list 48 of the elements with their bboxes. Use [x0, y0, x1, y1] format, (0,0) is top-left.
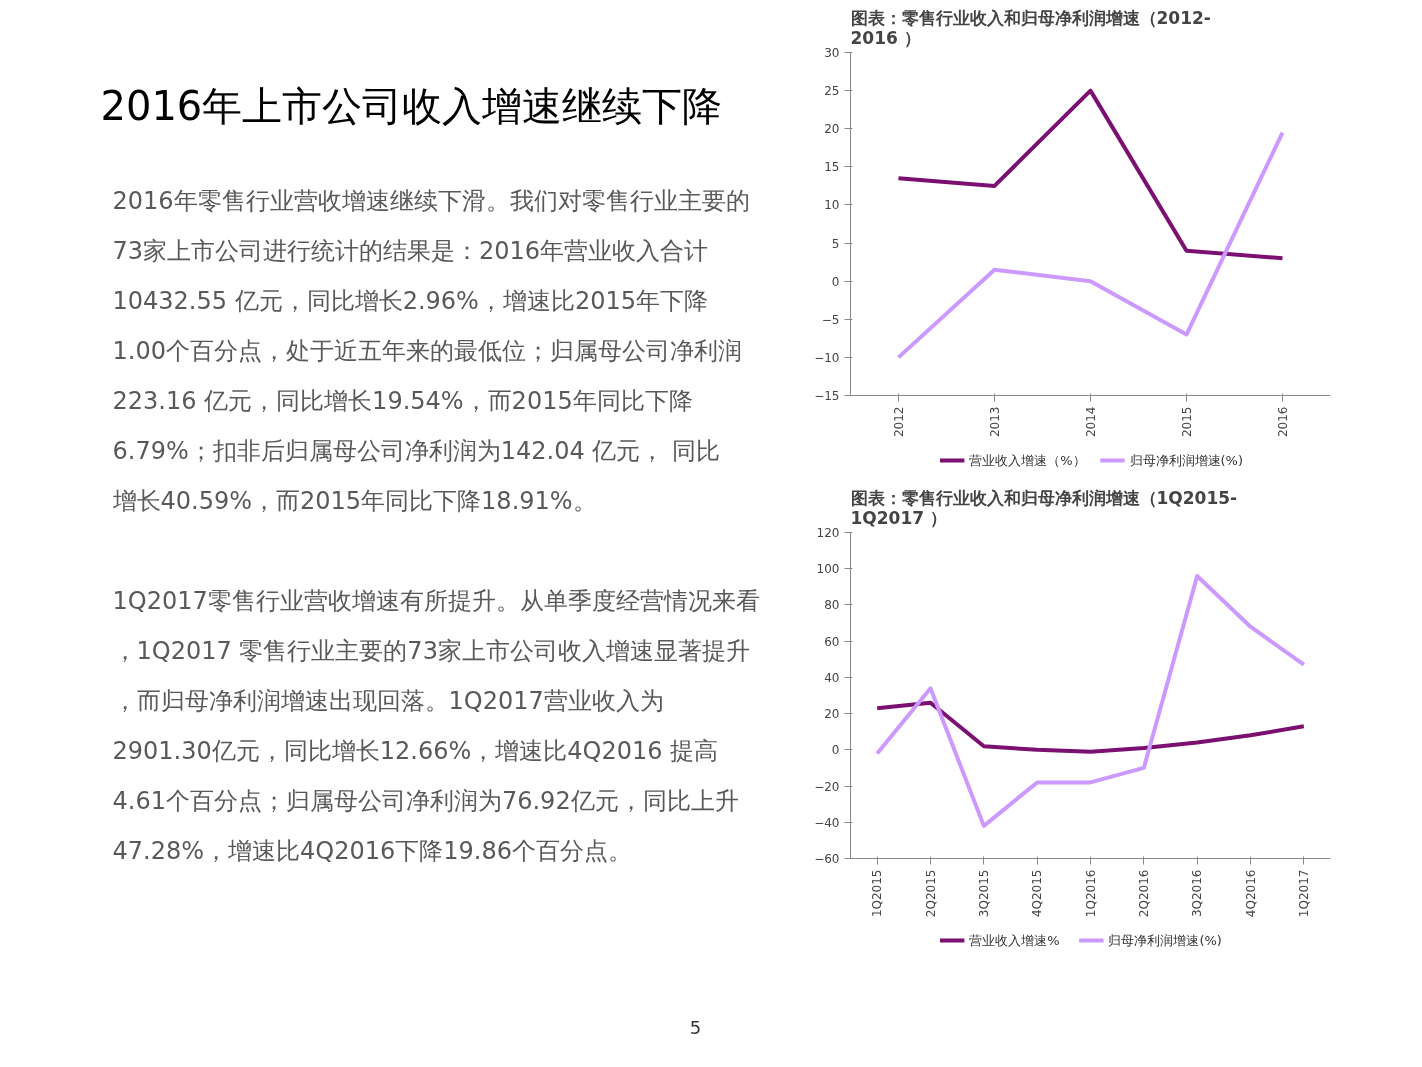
y-tick-label: 40: [824, 670, 840, 685]
y-tick-label: 60: [824, 634, 840, 649]
legend-label: 归母净利润增速(%): [1129, 453, 1244, 468]
x-tick-label: 3Q2016: [1190, 869, 1205, 918]
y-tick-label: −60: [814, 852, 840, 866]
line-series: [875, 700, 1306, 754]
y-tick-label: −40: [814, 815, 840, 830]
x-tick-label: 2Q2016: [1136, 869, 1151, 918]
y-tick-label: −5: [821, 312, 840, 327]
x-tick-label: 4Q2015: [1030, 869, 1045, 918]
x-tick-label: 1Q2016: [1083, 869, 1098, 918]
y-tick-label: −20: [814, 779, 840, 794]
chart-title: 图表：零售行业收入和归母净利润增速（2012-2016 ）: [850, 7, 1211, 48]
x-tick-label: 2015: [1180, 406, 1194, 438]
y-tick-label: 20: [824, 122, 840, 137]
y-tick-label: 0: [831, 743, 840, 758]
legend-label: 营业收入增速（%）: [969, 453, 1086, 468]
y-tick-label: 80: [824, 598, 840, 613]
legend-label: 归母净利润增速(%): [1108, 933, 1222, 948]
text: 2016年上市公司收入增速继续下降: [100, 82, 723, 129]
y-tick-label: 120: [816, 526, 840, 540]
y-tick-label: 0: [831, 274, 840, 289]
x-tick-label: 2014: [1084, 406, 1098, 438]
x-tick-label: 1Q2017: [1296, 869, 1311, 918]
x-tick-label: 3Q2015: [976, 869, 991, 918]
y-tick-label: 100: [816, 562, 840, 577]
y-tick-label: −15: [814, 389, 840, 403]
line-series: [896, 88, 1285, 261]
y-tick-label: 25: [824, 84, 840, 99]
x-tick-label: 4Q2016: [1243, 869, 1258, 918]
y-tick-label: 10: [824, 198, 840, 213]
y-tick-label: 5: [831, 236, 840, 251]
legend-label: 营业收入增速%: [969, 933, 1060, 948]
x-tick-label: 2Q2015: [923, 869, 938, 918]
text: 2016年零售行业营收增速继续下滑。我们对零售行业主要的73家上市公司进行统计的结果是：2016年营业收入合计10432.55 亿元，同比增长2.96%，增速比2015年下降1.00个百分点，处于近五年来的最低位；归属母公司净利润223.16 亿元，同比增长19.54%，而2015年同比下降6.79%；扣非后归属母公司净利润为142.04 亿元， 同比增长40.59%，而2015年同比下降18.91%。: [111, 186, 750, 515]
x-tick-label: 1Q2015: [870, 869, 885, 918]
y-tick-label: 30: [824, 46, 840, 60]
chart-title: 图表：零售行业收入和归母净利润增速（1Q2015-1Q2017 ）: [850, 487, 1238, 528]
y-tick-label: 15: [824, 160, 840, 175]
text: 1Q2017零售行业营收增速有所提升。从单季度经营情况来看，1Q2017 零售行业主要的73家上市公司收入增速显著提升，而归母净利润增速出现回落。1Q2017营业收入为2901.30亿元，同比增长12.66%，增速比4Q2016 提高4.61个百分点；归属母公司净利润为76.92亿元，同比上升47.28%，增速比4Q2016下降19.86个百分点。: [112, 586, 760, 865]
line-series: [875, 573, 1306, 828]
text: 5: [689, 1017, 702, 1038]
x-tick-label: 2016: [1276, 406, 1290, 438]
y-tick-label: 20: [824, 707, 840, 722]
y-tick-label: −10: [814, 350, 840, 365]
x-tick-label: 2013: [988, 406, 1002, 438]
line-series: [896, 130, 1285, 360]
x-tick-label: 2012: [892, 406, 906, 438]
